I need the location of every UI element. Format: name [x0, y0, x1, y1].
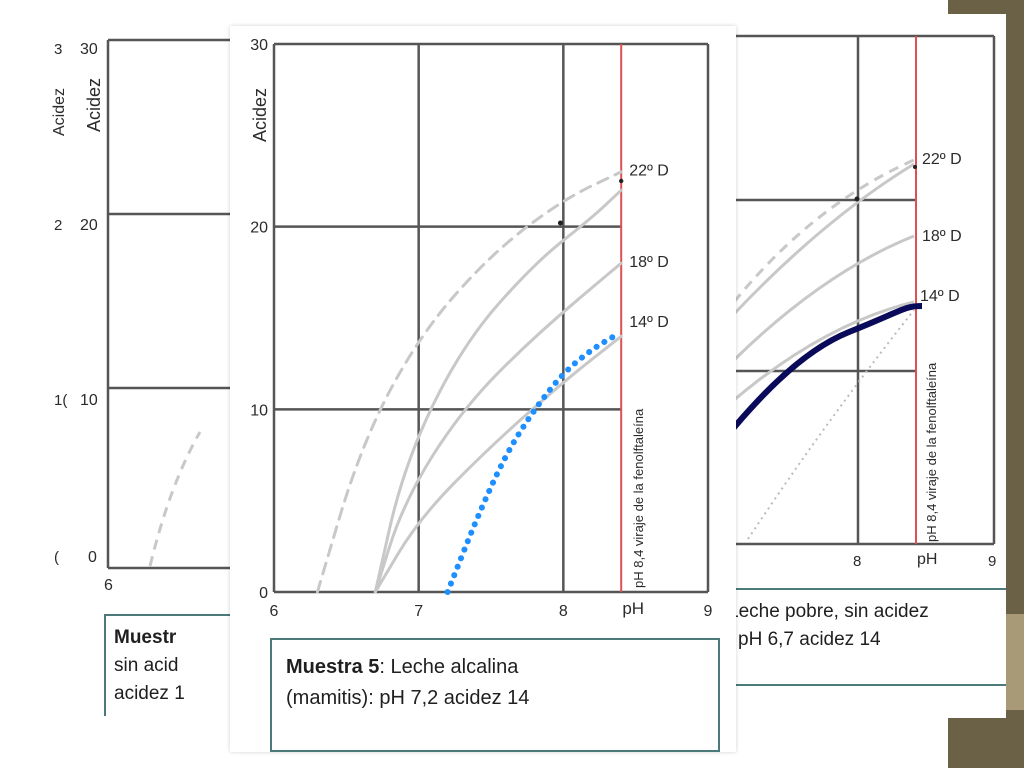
left-ytick-0: 0 — [88, 549, 97, 566]
right-xtick-9: 9 — [988, 553, 996, 570]
right-xlabel-ph: pH — [917, 551, 937, 568]
front-ytick-10: 10 — [250, 402, 268, 419]
front-caption-bold: Muestra 5 — [286, 656, 380, 678]
front-caption-box: Muestra 5: Leche alcalina (mamitis): pH … — [270, 638, 720, 752]
front-series-4-dotted-blue — [444, 333, 617, 595]
right-curve-18 — [732, 234, 915, 362]
front-ytick-30: 30 — [250, 37, 268, 54]
right-curve-label-18: 18º D — [922, 228, 962, 245]
front-xtick-9: 9 — [704, 603, 713, 620]
right-point-marker-22 — [913, 165, 917, 169]
left-caption-line3: acidez 1 — [114, 683, 185, 704]
front-caption-rest: : Leche alcalina — [379, 656, 519, 678]
left-chart-svg: 3 2 1( ( 30 20 10 0 6 Acidez Acidez — [51, 38, 232, 594]
right-curve-label-14: 14º D — [920, 288, 960, 305]
front-chart-panel: 0 10 20 30 6 7 8 9 pH Acidez 22º D 18º D 14º D pH 8,4… — [230, 26, 736, 752]
front-ytick-20: 20 — [250, 220, 268, 237]
front-ytick-0: 0 — [259, 585, 268, 602]
front-curve-label-2: 14º D — [629, 314, 669, 331]
front-curve-label-1: 18º D — [629, 254, 669, 271]
right-curve-label-22: 22º D — [922, 151, 962, 168]
right-curve-22 — [732, 162, 915, 316]
right-point-marker — [854, 196, 860, 202]
right-dashed-curve — [732, 158, 915, 303]
front-curves — [315, 170, 624, 595]
left-ytick-partial-30: 3 — [54, 41, 62, 58]
front-ylabel: Acidez — [250, 88, 270, 142]
right-caption-line1: Leche pobre, sin acidez — [728, 601, 929, 622]
front-series-3-solid-gray — [373, 334, 623, 594]
front-point-marker-22 — [619, 178, 624, 184]
right-curve-14 — [733, 300, 915, 402]
front-caption-line2: (mamitis): pH 7,2 acidez 14 — [286, 687, 530, 709]
front-chart-svg: 0 10 20 30 6 7 8 9 pH Acidez 22º D 18º D 14º D pH 8,4… — [250, 37, 713, 620]
front-point-marker — [557, 220, 563, 226]
right-xtick-8: 8 — [853, 553, 861, 570]
left-ytick-20: 20 — [80, 217, 98, 234]
front-xtick-6: 6 — [270, 603, 279, 620]
left-grid — [106, 38, 232, 570]
front-series-1-solid-gray — [373, 188, 623, 594]
right-caption-line2: pH 6,7 acidez 14 — [738, 629, 881, 650]
front-xtick-7: 7 — [414, 603, 423, 620]
left-ytick-partial-20: 2 — [54, 217, 62, 234]
left-ytick-30: 30 — [80, 41, 98, 58]
right-dotted-curve — [747, 309, 915, 540]
front-xlabel: pH — [622, 599, 644, 618]
left-caption-line2: sin acid — [114, 655, 179, 676]
left-dashed-curve — [148, 431, 202, 567]
front-curve-label-0: 22º D — [629, 163, 669, 180]
left-caption-box: Muestr sin acid acidez 1 — [104, 614, 232, 716]
front-viraje-label: pH 8,4 viraje de la fenolftaleína — [631, 408, 646, 588]
front-grid — [272, 42, 710, 594]
left-xtick-6: 6 — [104, 577, 113, 594]
front-labels: 0 10 20 30 6 7 8 9 pH Acidez 22º D 18º D 14º D pH 8,4… — [250, 37, 713, 620]
right-series-poor-milk — [704, 303, 923, 466]
right-chart-panel: 22º D 18º D 14º D pH 8,4 viraje de la fe… — [704, 14, 1006, 718]
front-xtick-8: 8 — [559, 603, 568, 620]
left-ylabel-partial: Acidez — [51, 88, 68, 136]
right-grid — [704, 34, 996, 546]
left-caption-line1: Muestr — [114, 627, 177, 648]
right-caption-box: Leche pobre, sin acidez pH 6,7 acidez 14 — [704, 588, 1006, 686]
left-ytick-10: 10 — [80, 392, 98, 409]
front-series-2-solid-gray — [373, 261, 623, 594]
left-ytick-partial-0: ( — [54, 549, 59, 566]
front-series-0-dashed-gray — [315, 170, 623, 594]
left-chart-panel: 3 2 1( ( 30 20 10 0 6 Acidez Acidez Mues… — [42, 14, 232, 716]
left-ylabel: Acidez — [84, 78, 104, 132]
right-viraje-label: pH 8,4 viraje de la fenolftaleína — [924, 362, 939, 542]
slide-side-notch — [1002, 614, 1024, 710]
left-ytick-partial-10: 1( — [54, 392, 67, 409]
right-chart-svg: 22º D 18º D 14º D pH 8,4 viraje de la fe… — [704, 34, 996, 570]
